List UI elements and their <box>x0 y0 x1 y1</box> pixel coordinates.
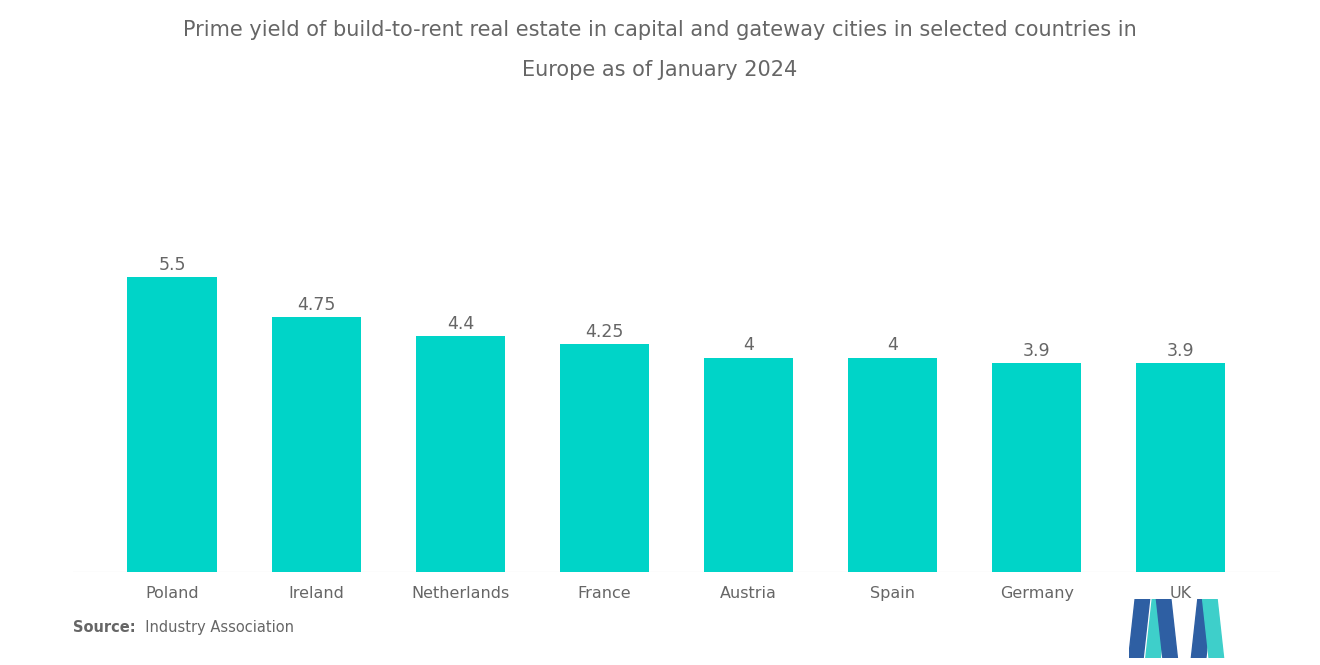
Text: 3.9: 3.9 <box>1167 342 1195 360</box>
Bar <box>847 358 937 572</box>
Text: 4: 4 <box>887 336 898 354</box>
Bar <box>560 344 649 572</box>
Text: 4.4: 4.4 <box>446 315 474 333</box>
Polygon shape <box>1203 598 1224 658</box>
Polygon shape <box>1129 598 1150 658</box>
Bar <box>1137 363 1225 572</box>
Bar <box>128 277 216 572</box>
Text: Europe as of January 2024: Europe as of January 2024 <box>523 60 797 80</box>
Bar <box>272 317 360 572</box>
Text: 5.5: 5.5 <box>158 256 186 274</box>
Bar <box>416 336 506 572</box>
Text: Prime yield of build-to-rent real estate in capital and gateway cities in select: Prime yield of build-to-rent real estate… <box>183 20 1137 40</box>
Text: 4.25: 4.25 <box>585 323 623 341</box>
Text: 4: 4 <box>743 336 754 354</box>
Polygon shape <box>1146 598 1167 658</box>
Text: Source:: Source: <box>73 620 135 635</box>
Text: Industry Association: Industry Association <box>136 620 294 635</box>
Bar <box>993 363 1081 572</box>
Text: 4.75: 4.75 <box>297 296 335 315</box>
Text: 3.9: 3.9 <box>1023 342 1051 360</box>
Bar <box>704 358 793 572</box>
Polygon shape <box>1156 598 1177 658</box>
Polygon shape <box>1191 598 1212 658</box>
